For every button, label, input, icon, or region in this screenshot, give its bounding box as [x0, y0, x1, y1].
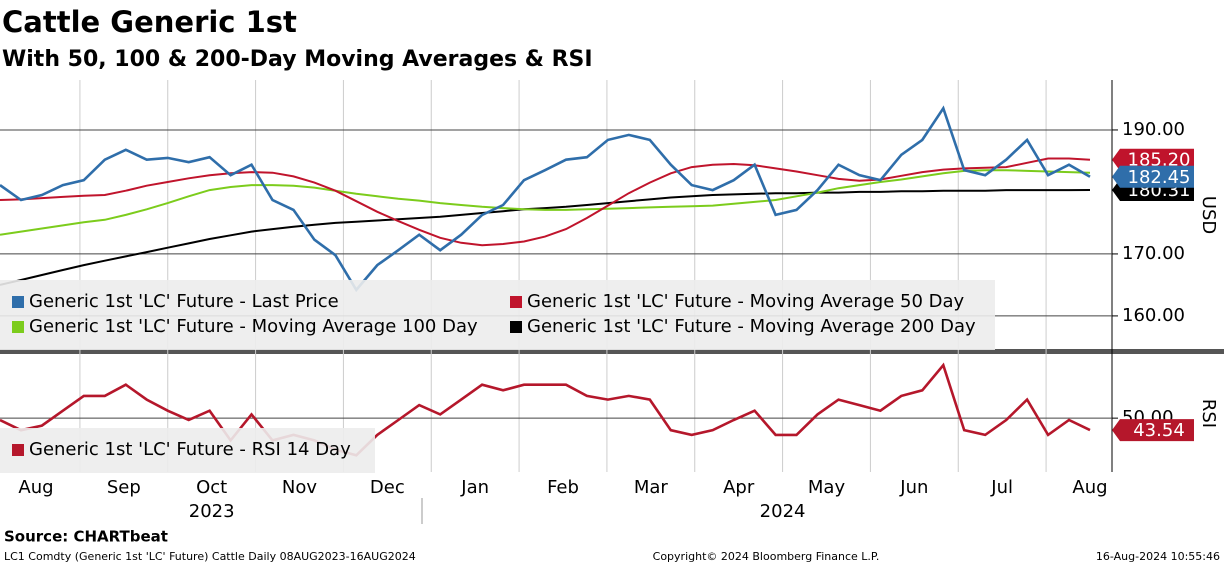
- x-tick-label: Feb: [547, 477, 579, 498]
- legend-swatch: [510, 321, 522, 333]
- footer-center: Copyright© 2024 Bloomberg Finance L.P.: [653, 550, 880, 563]
- legend-box: [0, 428, 375, 473]
- x-tick-label: Jan: [460, 477, 489, 498]
- legend-swatch: [12, 296, 24, 308]
- x-tick-label: Mar: [634, 477, 669, 498]
- x-tick-label: May: [808, 477, 846, 498]
- y-axis-label: RSI: [1198, 399, 1219, 428]
- chart-title: Cattle Generic 1st: [2, 5, 297, 39]
- legend-label: Generic 1st 'LC' Future - Moving Average…: [527, 291, 965, 312]
- legend-swatch: [12, 444, 24, 456]
- legend-swatch: [12, 321, 24, 333]
- x-tick-label: Aug: [18, 477, 53, 498]
- x-tick-label: Jun: [899, 477, 928, 498]
- x-tick-label: Dec: [370, 477, 405, 498]
- legend-label: Generic 1st 'LC' Future - Moving Average…: [29, 316, 478, 337]
- x-tick-label: Jul: [990, 477, 1013, 498]
- year-label: 2024: [760, 501, 806, 522]
- series-line: [0, 157, 1091, 247]
- series-line: [0, 169, 1091, 236]
- y-tick-label: 190.00: [1122, 119, 1185, 140]
- last-value-tag: [1112, 165, 1194, 188]
- y-tick-label: 170.00: [1122, 243, 1185, 264]
- x-tick-label: Aug: [1072, 477, 1107, 498]
- x-tick-label: Nov: [282, 477, 317, 498]
- x-tick-label: Sep: [107, 477, 141, 498]
- legend-swatch: [510, 296, 522, 308]
- y-tick-label: 160.00: [1122, 305, 1185, 326]
- last-value-tag: [1112, 148, 1194, 171]
- panel-divider: [0, 349, 1224, 354]
- year-label: 2023: [189, 501, 235, 522]
- source: Source: CHARTbeat: [4, 528, 168, 546]
- x-tick-label: Oct: [196, 477, 227, 498]
- legend-label: Generic 1st 'LC' Future - RSI 14 Day: [29, 439, 351, 460]
- legend-label: Generic 1st 'LC' Future - Moving Average…: [527, 316, 976, 337]
- last-value-label: 182.45: [1128, 167, 1191, 188]
- legend-box: [0, 280, 995, 350]
- x-tick-label: Apr: [723, 477, 755, 498]
- footer-right: 16-Aug-2024 10:55:46: [1096, 550, 1220, 563]
- footer-left: LC1 Comdty (Generic 1st 'LC' Future) Cat…: [4, 550, 416, 563]
- last-value-tag: [1112, 419, 1194, 442]
- legend-label: Generic 1st 'LC' Future - Last Price: [29, 291, 339, 312]
- chart-subtitle: With 50, 100 & 200-Day Moving Averages &…: [2, 47, 593, 72]
- y-axis-label: USD: [1198, 196, 1219, 234]
- last-value-label: 43.54: [1133, 420, 1185, 441]
- series-line: [0, 105, 1091, 293]
- series-line: [0, 189, 1091, 286]
- last-value-label: 185.20: [1128, 150, 1191, 171]
- series-line: [0, 362, 1091, 457]
